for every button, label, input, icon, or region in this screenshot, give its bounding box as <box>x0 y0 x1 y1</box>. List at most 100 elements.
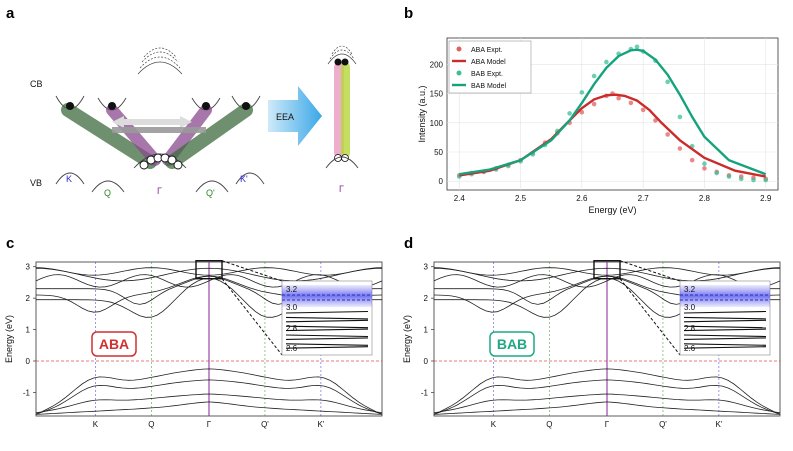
legend-label: BAB Expt. <box>471 71 503 78</box>
cb-valleys <box>55 95 261 111</box>
y-axis-label: Energy (eV) <box>402 315 412 363</box>
y-tick-label: 150 <box>430 90 444 99</box>
legend: ABA Expt. ABA Model BAB Expt. BAB Model <box>448 40 532 94</box>
y-tick-label: -1 <box>23 388 31 397</box>
energy-band <box>433 379 781 415</box>
k-point-label: Q <box>148 420 154 429</box>
x-tick-label: 2.5 <box>515 194 527 203</box>
inset-tick-label: 3.0 <box>286 303 298 312</box>
structure-tag: ABA <box>99 336 129 352</box>
band-structure-bab: 3 2 1 0 -1 Energy (eV) K Q Γ Q' K' 3.2 3.0 2.8 2.6 BAB <box>402 260 781 429</box>
panel-d-label: d <box>404 235 413 252</box>
data-point <box>665 132 670 137</box>
valley-labels: K Q Γ Q' K' <box>66 174 248 198</box>
panel-a-label: a <box>6 5 15 22</box>
vb-holes <box>139 153 183 170</box>
data-point <box>726 174 732 179</box>
panel-b-label: b <box>404 5 413 22</box>
y-tick-label: 3 <box>424 263 429 272</box>
legend-marker <box>456 46 462 52</box>
valley-label-gamma: Γ <box>157 186 162 196</box>
y-tick-label: 50 <box>434 148 443 157</box>
vb-label: VB <box>30 178 42 188</box>
energy-band <box>35 393 383 414</box>
model-line <box>459 48 767 176</box>
inset-band <box>683 328 767 332</box>
inset-tick-label: 3.2 <box>286 285 298 294</box>
data-point <box>689 157 695 163</box>
gamma-after-eea: Γ <box>325 45 359 194</box>
energy-band <box>433 267 781 282</box>
inset-band <box>683 334 767 338</box>
data-point <box>604 59 609 65</box>
energy-band <box>35 368 383 415</box>
inset-tick-label: 2.6 <box>286 344 298 353</box>
energy-band <box>433 274 781 288</box>
legend-label: ABA Expt. <box>471 47 503 54</box>
panel-a: a CB VB <box>6 5 359 198</box>
data-point <box>702 166 707 171</box>
inset-tick-label: 3.2 <box>684 285 696 294</box>
eea-label: EEA <box>276 112 294 122</box>
y-axis-label: Intensity (a.u.) <box>417 85 427 142</box>
inset-tick-label: 2.8 <box>684 324 696 333</box>
data-point <box>763 177 769 183</box>
data-point <box>616 95 621 101</box>
inset-band <box>285 310 369 314</box>
y-tick-label: 2 <box>424 294 429 303</box>
cb-gamma-arcs <box>137 47 183 75</box>
valley-label-k-prime: K' <box>240 174 248 184</box>
data-point <box>579 90 585 95</box>
inset-band <box>285 343 369 346</box>
data-point <box>579 109 585 115</box>
energy-band <box>433 368 781 415</box>
structure-tag: BAB <box>497 336 527 352</box>
x-axis-label: Energy (eV) <box>588 205 636 215</box>
inset-band <box>285 325 369 329</box>
x-tick-label: 2.9 <box>760 194 772 203</box>
data-point <box>738 176 744 182</box>
band-structure-aba: 3 2 1 0 -1 Energy (eV) K Q Γ Q' K' 3.2 3.0 2.8 2.6 ABA <box>4 260 383 429</box>
k-point-label: Γ <box>605 420 610 429</box>
inset-band <box>285 346 369 349</box>
data-point <box>628 100 634 106</box>
inset-tick-label: 2.6 <box>684 344 696 353</box>
cb-label: CB <box>30 79 43 89</box>
eea-arrow: EEA <box>268 86 322 146</box>
zoom-connector <box>619 278 681 356</box>
inset-band <box>683 319 767 323</box>
data-point <box>677 114 683 120</box>
data-point <box>751 177 756 183</box>
y-tick-label: 1 <box>26 326 31 335</box>
x-tick-label: 2.7 <box>638 194 650 203</box>
data-point <box>702 161 707 166</box>
zoom-box <box>593 260 621 280</box>
k-point-label: Q' <box>659 420 667 429</box>
zoom-connector <box>619 260 681 282</box>
transition-arrows <box>61 103 253 169</box>
structure-tag-box <box>91 331 137 357</box>
energy-band <box>433 393 781 414</box>
panel-c-label: c <box>6 235 14 252</box>
inset-band <box>285 316 369 320</box>
inset-band <box>285 328 369 332</box>
inset-band <box>683 316 767 320</box>
valley-label-k: K <box>66 174 72 184</box>
data-point <box>665 79 670 85</box>
data-point <box>591 73 597 79</box>
energy-band <box>433 401 781 415</box>
k-point-label: Q' <box>261 420 269 429</box>
gamma-label-right: Γ <box>339 184 344 194</box>
x-tick-label: 2.6 <box>576 194 588 203</box>
x-tick-label: 2.8 <box>699 194 711 203</box>
inset-band <box>285 319 369 323</box>
intensity-chart: 2.4 2.5 2.6 2.7 2.8 2.9 0 50 100 150 200 Energy (eV… <box>417 37 779 215</box>
y-tick-label: 200 <box>430 60 444 69</box>
y-tick-label: 0 <box>26 357 31 366</box>
inset-band <box>683 337 767 340</box>
inset-band <box>683 310 767 314</box>
structure-tag-box <box>489 331 535 357</box>
y-tick-label: 1 <box>424 326 429 335</box>
inset-band <box>683 346 767 349</box>
k-point-label: K' <box>715 420 722 429</box>
